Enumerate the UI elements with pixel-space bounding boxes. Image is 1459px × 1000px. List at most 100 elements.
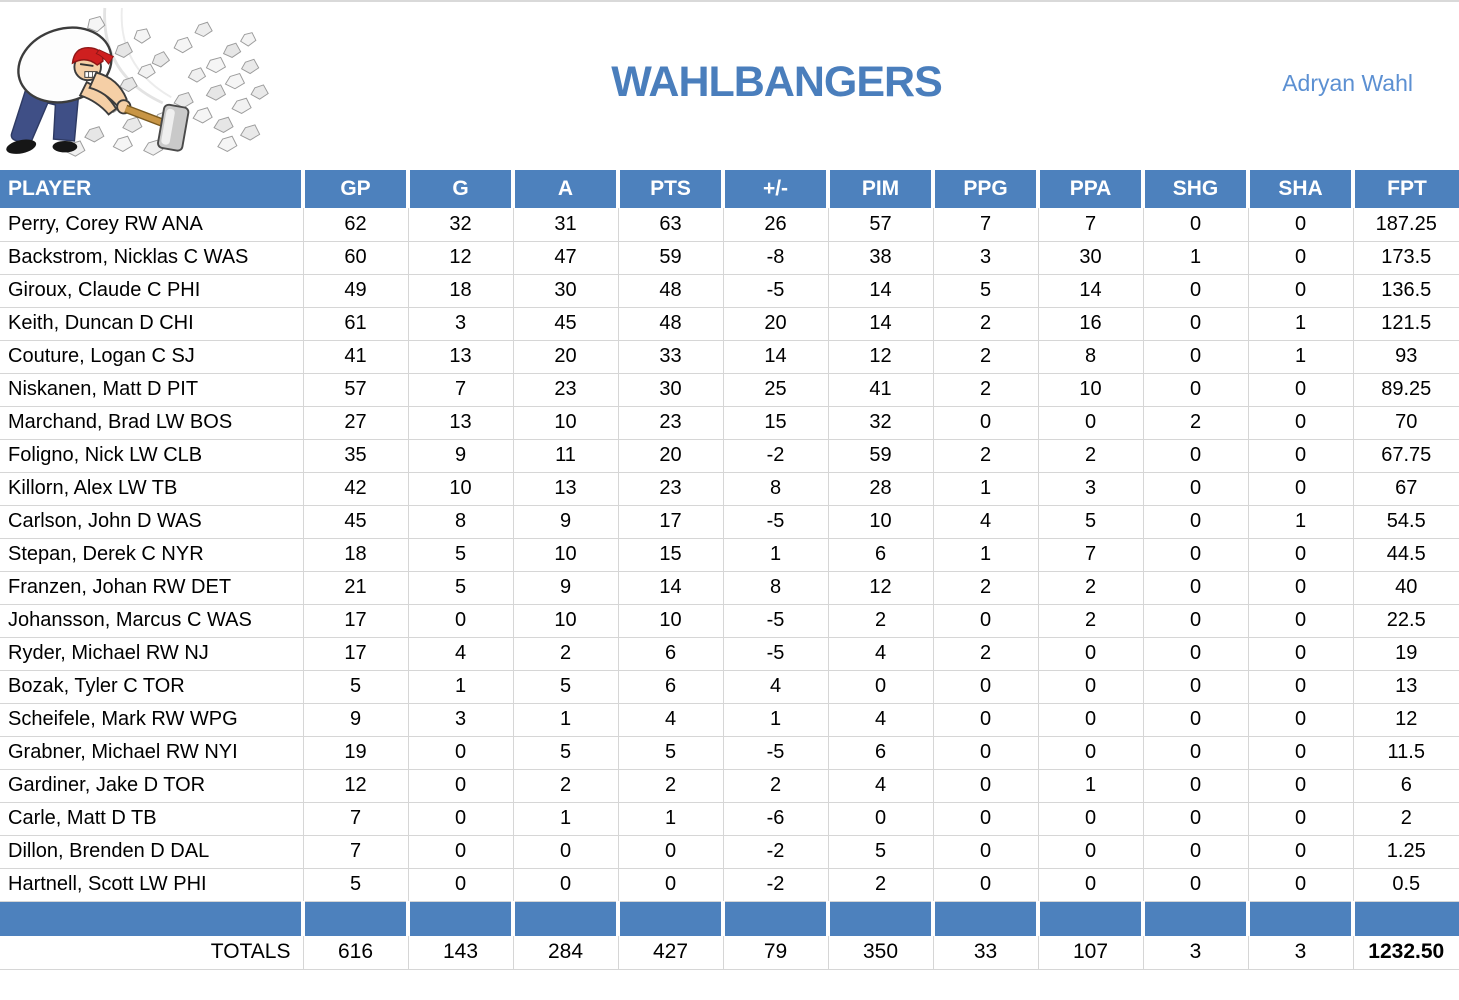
stat-cell: 0 bbox=[932, 406, 1038, 440]
stat-cell: 30 bbox=[512, 274, 618, 308]
stat-cell: 0 bbox=[1037, 406, 1143, 440]
stats-table-body: Perry, Corey RW ANA 62 32 31 63 26 57 7 … bbox=[0, 208, 1459, 902]
stat-cell: 3 bbox=[1037, 472, 1143, 506]
stat-cell: 13 bbox=[407, 406, 513, 440]
stat-cell: 2 bbox=[1037, 439, 1143, 473]
stat-cell: 0 bbox=[1037, 703, 1143, 737]
stat-cell: -5 bbox=[722, 274, 828, 308]
stat-cell: 61 bbox=[302, 307, 408, 341]
stat-cell: 13 bbox=[1352, 670, 1459, 704]
stat-cell: 70 bbox=[1352, 406, 1459, 440]
separator-band-row bbox=[0, 901, 1459, 936]
stat-cell: 6 bbox=[617, 637, 723, 671]
stat-cell: 18 bbox=[302, 538, 408, 572]
stat-cell: 1 bbox=[932, 472, 1038, 506]
column-header-ppg: PPG bbox=[931, 170, 1038, 208]
stat-cell: 32 bbox=[407, 208, 513, 242]
stat-cell: 5 bbox=[617, 736, 723, 770]
stat-cell: 10 bbox=[512, 604, 618, 638]
table-row: Perry, Corey RW ANA 62 32 31 63 26 57 7 … bbox=[0, 208, 1459, 242]
table-row: Dillon, Brenden D DAL 7 0 0 0 -2 5 0 0 0… bbox=[0, 835, 1459, 869]
stat-cell: 32 bbox=[827, 406, 933, 440]
stat-cell: 41 bbox=[827, 373, 933, 407]
stat-cell: 93 bbox=[1352, 340, 1459, 374]
stat-cell: 0 bbox=[1142, 307, 1248, 341]
stat-cell: 5 bbox=[407, 571, 513, 605]
stat-cell: 12 bbox=[302, 769, 408, 803]
stat-cell: 0 bbox=[932, 736, 1038, 770]
player-cell: Franzen, Johan RW DET bbox=[0, 571, 303, 605]
stat-cell: 26 bbox=[722, 208, 828, 242]
stat-cell: 17 bbox=[302, 637, 408, 671]
stat-cell: 1 bbox=[1142, 241, 1248, 275]
table-row: Stepan, Derek C NYR 18 5 10 15 1 6 1 7 0… bbox=[0, 538, 1459, 572]
stat-cell: 20 bbox=[512, 340, 618, 374]
stat-cell: 0 bbox=[1142, 571, 1248, 605]
stat-cell: 49 bbox=[302, 274, 408, 308]
stat-cell: 0 bbox=[1142, 868, 1248, 902]
stat-cell: 2 bbox=[512, 769, 618, 803]
stat-cell: 0 bbox=[932, 604, 1038, 638]
stat-cell: 6 bbox=[617, 670, 723, 704]
stat-cell: 0 bbox=[1247, 868, 1353, 902]
stat-cell: 1 bbox=[722, 538, 828, 572]
stat-cell: 3 bbox=[932, 241, 1038, 275]
stat-cell: 0 bbox=[1037, 637, 1143, 671]
stat-cell: 0 bbox=[512, 868, 618, 902]
stat-cell: 14 bbox=[827, 307, 933, 341]
stat-cell: 0 bbox=[1142, 505, 1248, 539]
stat-cell: 2 bbox=[512, 637, 618, 671]
totals-cell-pts: 427 bbox=[617, 936, 723, 970]
stat-cell: 8 bbox=[722, 571, 828, 605]
stat-cell: 12 bbox=[827, 340, 933, 374]
stat-cell: 0 bbox=[617, 868, 723, 902]
player-cell: Backstrom, Nicklas C WAS bbox=[0, 241, 303, 275]
stat-cell: 1 bbox=[1247, 307, 1353, 341]
stat-cell: 59 bbox=[617, 241, 723, 275]
table-row: Niskanen, Matt D PIT 57 7 23 30 25 41 2 … bbox=[0, 373, 1459, 407]
stat-cell: 1 bbox=[1247, 340, 1353, 374]
stat-cell: 1 bbox=[1247, 505, 1353, 539]
stat-cell: 4 bbox=[722, 670, 828, 704]
totals-label-cell: TOTALS bbox=[0, 936, 303, 970]
totals-cell-ppa: 107 bbox=[1037, 936, 1143, 970]
totals-cell-plus-minus: 79 bbox=[722, 936, 828, 970]
stat-cell: 5 bbox=[407, 538, 513, 572]
separator-band-cell bbox=[1036, 901, 1143, 936]
stat-cell: 7 bbox=[407, 373, 513, 407]
column-header-ppa: PPA bbox=[1036, 170, 1143, 208]
stat-cell: 173.5 bbox=[1352, 241, 1459, 275]
stat-cell: 0 bbox=[1247, 835, 1353, 869]
stat-cell: -2 bbox=[722, 835, 828, 869]
stat-cell: 45 bbox=[512, 307, 618, 341]
stat-cell: 44.5 bbox=[1352, 538, 1459, 572]
stat-cell: 59 bbox=[827, 439, 933, 473]
stat-cell: -5 bbox=[722, 637, 828, 671]
stat-cell: 0.5 bbox=[1352, 868, 1459, 902]
separator-band-cell bbox=[721, 901, 828, 936]
stat-cell: 0 bbox=[1247, 802, 1353, 836]
stat-cell: 0 bbox=[1247, 472, 1353, 506]
table-row: Carle, Matt D TB 7 0 1 1 -6 0 0 0 0 0 2 bbox=[0, 802, 1459, 836]
stat-cell: -5 bbox=[722, 736, 828, 770]
separator-band-cell bbox=[1141, 901, 1248, 936]
stat-cell: 27 bbox=[302, 406, 408, 440]
stat-cell: 20 bbox=[617, 439, 723, 473]
stat-cell: 20 bbox=[722, 307, 828, 341]
header-row: PLAYER GP G A PTS +/- PIM PPG PPA SHG SH… bbox=[0, 170, 1459, 208]
stat-cell: 28 bbox=[827, 472, 933, 506]
stat-cell: 0 bbox=[1247, 208, 1353, 242]
player-cell: Dillon, Brenden D DAL bbox=[0, 835, 303, 869]
stat-cell: 45 bbox=[302, 505, 408, 539]
stats-table: PLAYER GP G A PTS +/- PIM PPG PPA SHG SH… bbox=[0, 170, 1459, 970]
stat-cell: 0 bbox=[1247, 439, 1353, 473]
stat-cell: 23 bbox=[512, 373, 618, 407]
stat-cell: 0 bbox=[1247, 373, 1353, 407]
stat-cell: 89.25 bbox=[1352, 373, 1459, 407]
stat-cell: 0 bbox=[1247, 241, 1353, 275]
stat-cell: 67 bbox=[1352, 472, 1459, 506]
stat-cell: 22.5 bbox=[1352, 604, 1459, 638]
totals-cell-g: 143 bbox=[407, 936, 513, 970]
totals-cell-a: 284 bbox=[512, 936, 618, 970]
